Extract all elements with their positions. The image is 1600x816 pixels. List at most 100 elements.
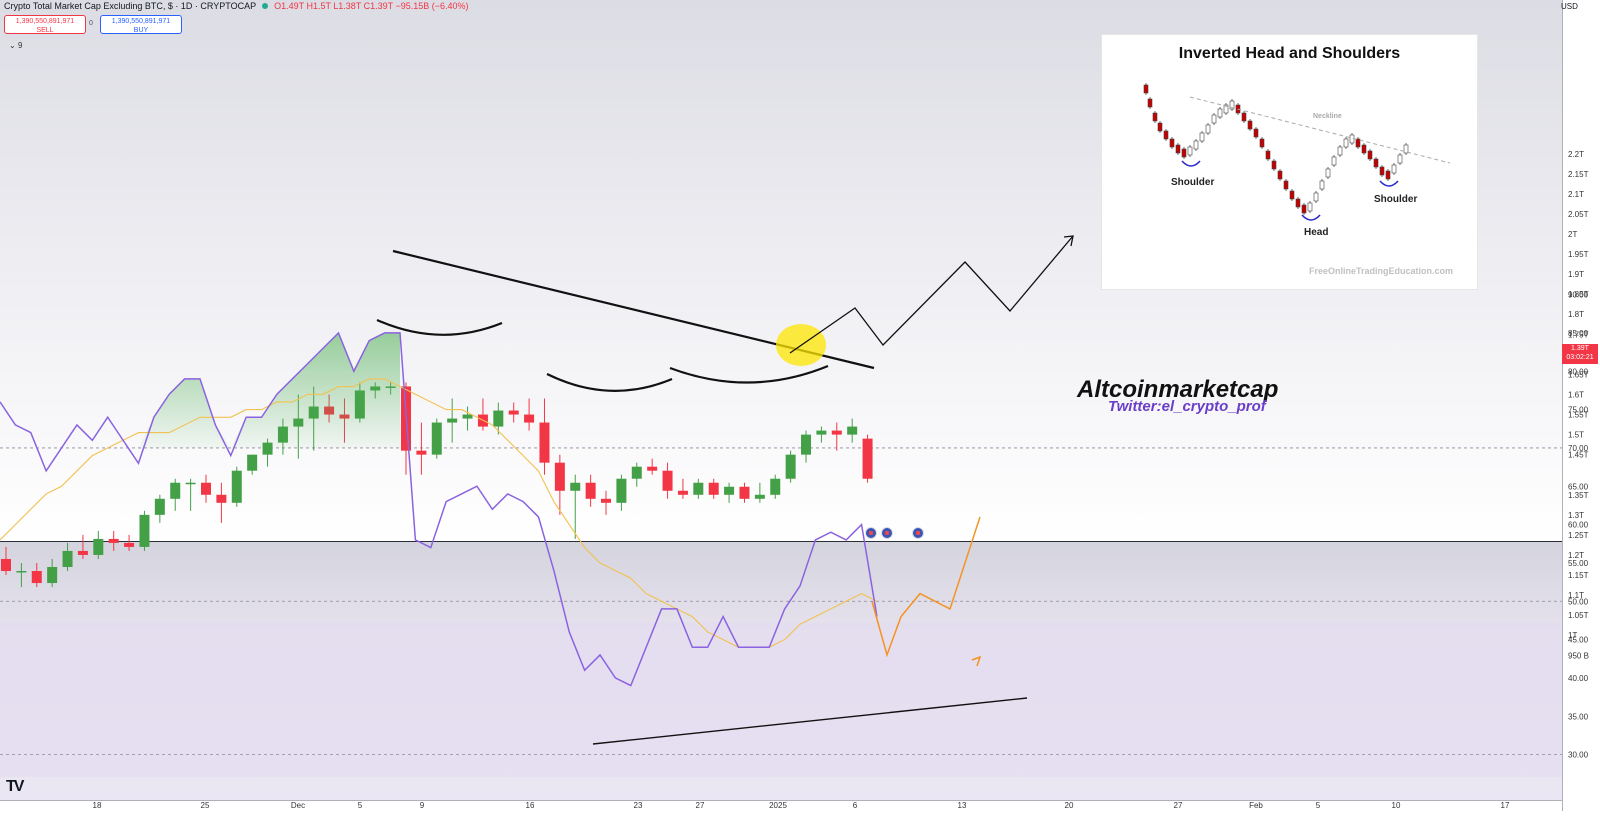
indicators-toggle[interactable]: ⌄ 9 — [9, 41, 22, 50]
rsi-axis[interactable]: 90.00 85.00 80.00 75.00 70.00 65.00 60.00 55.00… — [1568, 291, 1589, 760]
buy-button[interactable]: 1,390,550,891,971 BUY — [100, 15, 182, 34]
pattern-inset: Inverted Head and Shoulders Neckline Sho… — [1101, 34, 1478, 290]
candle — [770, 474, 781, 499]
price-axis-label: 1.65T — [1568, 370, 1589, 379]
current-price-tag: 1.39T 03:02:21 — [1562, 344, 1598, 364]
candle — [585, 474, 596, 507]
candle — [524, 398, 535, 431]
price-axis-label: 1.05T — [1568, 611, 1589, 620]
rsi-axis-label: 70.00 — [1568, 444, 1589, 453]
rsi-axis-label: 90.00 — [1568, 291, 1589, 300]
price-axis-label: 1.75T — [1568, 330, 1589, 339]
candle — [31, 562, 42, 588]
ohlc-values: O1.49T H1.5T L1.38T C1.39T −95.15B (−6.4… — [274, 1, 469, 11]
candle — [554, 454, 565, 515]
price-axis-label: 1.95T — [1568, 250, 1589, 259]
rsi-axis-label: 40.00 — [1568, 674, 1589, 683]
candle — [170, 478, 181, 511]
candle — [724, 482, 735, 503]
rsi-axis-label: 35.00 — [1568, 712, 1589, 721]
price-axis-label: 1.15T — [1568, 571, 1589, 580]
price-axis-label: 1.8T — [1568, 310, 1584, 319]
candle — [201, 474, 212, 503]
candle — [539, 398, 550, 475]
candle — [739, 482, 750, 503]
indicator-count: 9 — [17, 41, 23, 50]
inset-head-label: Head — [1304, 227, 1329, 238]
price-axis-label: 1.35T — [1568, 491, 1589, 500]
price-axis-label: 1.25T — [1568, 531, 1589, 540]
candle — [416, 422, 427, 475]
candle — [47, 558, 58, 588]
candle — [62, 542, 73, 572]
twitter-annotation: Twitter:el_crypto_prof — [1108, 398, 1266, 415]
rsi-axis-label: 65.00 — [1568, 482, 1589, 491]
rsi-ma-line — [0, 378, 878, 648]
time-axis-label: 27 — [696, 801, 705, 810]
candle — [493, 402, 504, 435]
price-axis-label: 2.1T — [1568, 190, 1584, 199]
time-axis-label: 6 — [853, 801, 858, 810]
candle — [154, 494, 165, 523]
time-axis[interactable]: 18 25 Dec 5 9 16 23 27 2025 6 13 20 27 Feb 5 10 17 — [93, 801, 1510, 810]
candle — [647, 458, 658, 475]
inset-title: Inverted Head and Shoulders — [1178, 45, 1401, 62]
candle — [831, 422, 842, 451]
inset-neckline-label: Neckline — [1313, 113, 1342, 120]
inset-left-shoulder-label: Shoulder — [1171, 177, 1215, 188]
inset-pattern-graphic — [1143, 83, 1451, 221]
time-axis-label: 9 — [420, 801, 425, 810]
candle — [108, 530, 119, 551]
time-axis-label: 25 — [201, 801, 210, 810]
chart-drawings — [376, 235, 1074, 392]
price-axis-label: 1.3T — [1568, 511, 1584, 520]
time-axis-label: 23 — [634, 801, 643, 810]
currency-label[interactable]: USD — [1561, 2, 1578, 11]
candle — [462, 406, 473, 431]
buy-label: BUY — [133, 27, 149, 34]
price-axis-label: 2.15T — [1568, 170, 1589, 179]
rsi-overbought-fill — [138, 332, 401, 448]
current-price-value: 1.39T — [1571, 345, 1589, 352]
sell-label: SELL — [36, 27, 54, 34]
candle — [16, 562, 27, 588]
time-axis-label: 27 — [1174, 801, 1183, 810]
price-axis-label: 1.9T — [1568, 270, 1584, 279]
candle — [662, 462, 673, 499]
price-axis-label: 2.2T — [1568, 150, 1584, 159]
candle — [801, 430, 812, 463]
price-axis[interactable]: 2.2T 2.15T 2.1T 2.05T 2T 1.95T 1.9T 1.85T 1.8T 1.… — [1568, 150, 1589, 661]
us-flag-icon[interactable] — [881, 527, 893, 539]
rsi-indicator — [0, 331, 1028, 745]
candle — [508, 402, 519, 423]
price-axis-label: 1.6T — [1568, 390, 1584, 399]
candle — [677, 478, 688, 499]
rsi-support-trendline — [592, 697, 1028, 745]
sell-button[interactable]: 1,390,550,891,971 SELL — [4, 15, 86, 34]
time-axis-label: 5 — [1316, 801, 1321, 810]
price-axis-label: 1T — [1568, 631, 1577, 640]
us-flag-icon[interactable] — [865, 527, 877, 539]
inset-source: FreeOnlineTradingEducation.com — [1308, 266, 1453, 276]
rsi-axis-label: 80.00 — [1568, 367, 1589, 376]
time-axis-label: 2025 — [769, 801, 787, 810]
price-axis-label: 1.2T — [1568, 551, 1584, 560]
current-price-countdown: 03:02:21 — [1566, 354, 1594, 361]
rsi-axis-label: 45.00 — [1568, 636, 1589, 645]
price-axis-label: 1.45T — [1568, 451, 1589, 460]
price-axis-label: 950 B — [1568, 651, 1589, 660]
time-axis-label: 13 — [958, 801, 967, 810]
candle — [77, 534, 88, 559]
candle — [93, 530, 104, 559]
candle — [862, 434, 873, 483]
rsi-axis-label: 55.00 — [1568, 559, 1589, 568]
buy-price: 1,390,550,891,971 — [111, 18, 171, 25]
time-axis-label: Dec — [291, 801, 305, 810]
us-flag-icon[interactable] — [912, 527, 924, 539]
candle — [124, 534, 135, 551]
sell-price: 1,390,550,891,971 — [15, 18, 75, 25]
candle — [447, 398, 458, 443]
price-axis-label: 2T — [1568, 230, 1577, 239]
symbol-title[interactable]: Crypto Total Market Cap Excluding BTC, $… — [4, 1, 257, 11]
candle — [847, 418, 858, 443]
